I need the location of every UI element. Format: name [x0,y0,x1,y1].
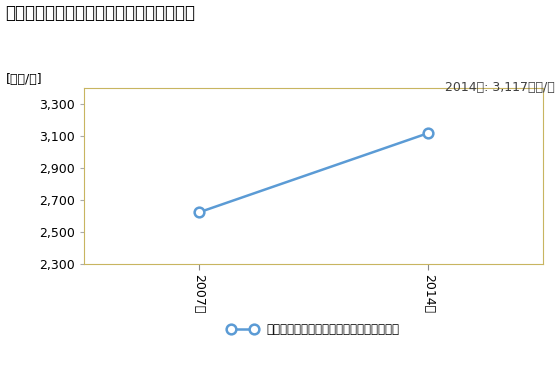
Line: 卸売業の従業者一人当たり年間商品販売額: 卸売業の従業者一人当たり年間商品販売額 [194,128,433,217]
Legend: 卸売業の従業者一人当たり年間商品販売額: 卸売業の従業者一人当たり年間商品販売額 [223,319,404,341]
卸売業の従業者一人当たり年間商品販売額 [195,210,202,214]
Text: 2014年: 3,117万円/人: 2014年: 3,117万円/人 [445,81,554,94]
卸売業の従業者一人当たり年間商品販売額 [425,131,432,135]
Text: [万円/人]: [万円/人] [6,73,42,86]
Text: 卸売業の従業者一人当たり年間商品販売額: 卸売業の従業者一人当たり年間商品販売額 [6,4,195,22]
